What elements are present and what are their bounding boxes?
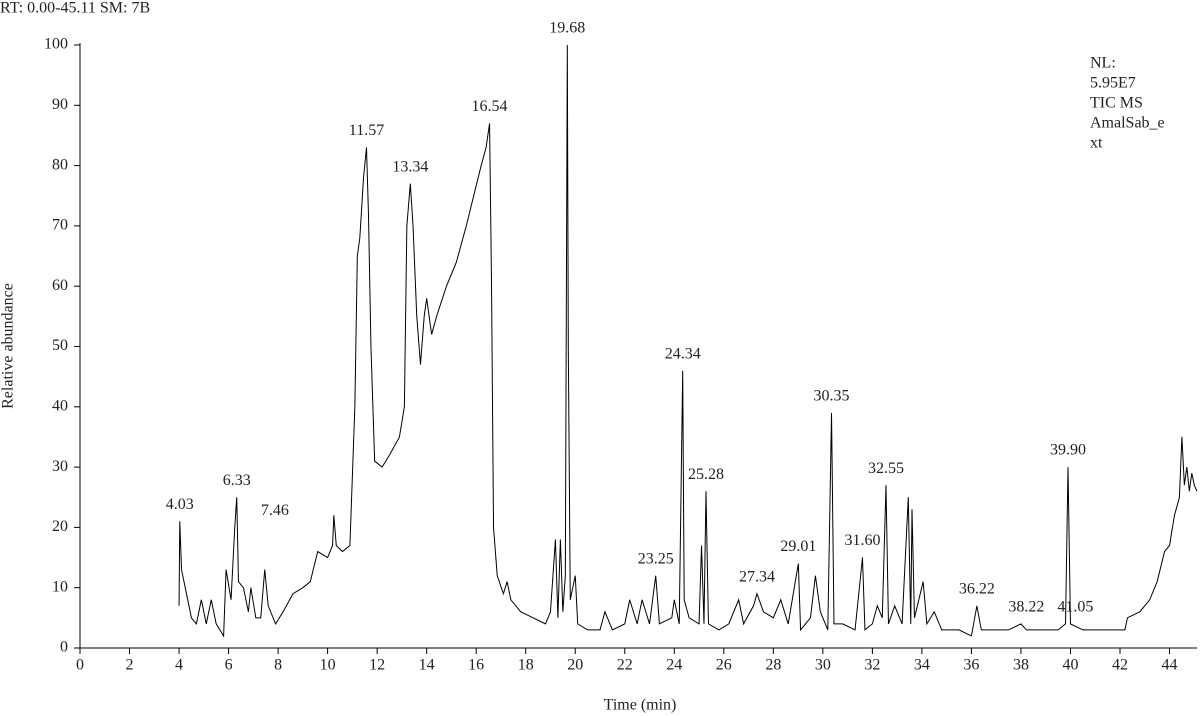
y-axis-label: Relative abundance [0,283,17,409]
x-tick-label: 20 [567,657,583,674]
note-line: 5.95E7 [1090,75,1136,92]
x-tick-label: 28 [765,657,781,674]
peak-label: 30.35 [814,387,850,404]
x-tick-label: 16 [468,657,484,674]
peak-label: 27.34 [739,568,775,585]
x-tick-label: 12 [369,657,385,674]
x-axis-label: Time (min) [604,697,677,714]
peak-label: 11.57 [349,122,384,139]
peak-label: 19.68 [549,20,585,37]
peak-label: 38.22 [1008,599,1044,616]
peak-label: 36.22 [959,580,995,597]
x-tick-label: 8 [274,657,282,674]
peak-label: 39.90 [1050,442,1086,459]
x-tick-label: 34 [914,657,930,674]
y-tick-label: 70 [52,217,68,234]
x-tick-label: 24 [666,657,682,674]
x-tick-label: 40 [1062,657,1078,674]
peak-label: 31.60 [844,532,880,549]
peak-label: 41.05 [1057,599,1093,616]
peak-label: 7.46 [261,502,289,519]
y-tick-label: 90 [52,96,68,113]
y-tick-label: 20 [52,518,68,535]
y-tick-label: 100 [44,36,68,53]
peak-label: 25.28 [688,466,724,483]
x-tick-label: 26 [716,657,732,674]
peak-label: 13.34 [392,158,428,175]
trace [178,44,1198,638]
x-tick-label: 10 [320,657,336,674]
y-tick-label: 50 [52,337,68,354]
x-tick-label: 14 [419,657,435,674]
peak-label: 23.25 [638,550,674,567]
note-line: AmalSab_e [1090,115,1165,132]
note-line: NL: [1090,55,1116,72]
x-tick-label: 4 [175,657,183,674]
y-tick-label: 80 [52,156,68,173]
peak-label: 4.03 [166,496,194,513]
x-tick-label: 42 [1112,657,1128,674]
peak-label: 16.54 [472,98,508,115]
note-line: TIC MS [1090,95,1143,112]
x-tick-label: 2 [126,657,134,674]
x-tick-label: 22 [617,657,633,674]
x-tick-label: 32 [864,657,880,674]
note-line: xt [1090,135,1103,152]
x-tick-label: 6 [225,657,233,674]
y-tick-label: 0 [60,639,68,656]
y-tick-label: 40 [52,397,68,414]
peak-label: 32.55 [868,460,904,477]
peak-label: 29.01 [780,538,816,555]
y-tick-label: 10 [52,578,68,595]
x-tick-label: 38 [1013,657,1029,674]
y-tick-label: 60 [52,277,68,294]
x-tick-label: 44 [1162,657,1178,674]
x-tick-label: 36 [963,657,979,674]
header: RT: 0.00-45.11 SM: 7B [0,0,150,17]
y-tick-label: 30 [52,458,68,475]
peak-label: 6.33 [223,472,251,489]
x-tick-label: 18 [518,657,534,674]
x-tick-label: 0 [76,657,84,674]
x-tick-label: 30 [815,657,831,674]
peak-label: 24.34 [665,345,701,362]
